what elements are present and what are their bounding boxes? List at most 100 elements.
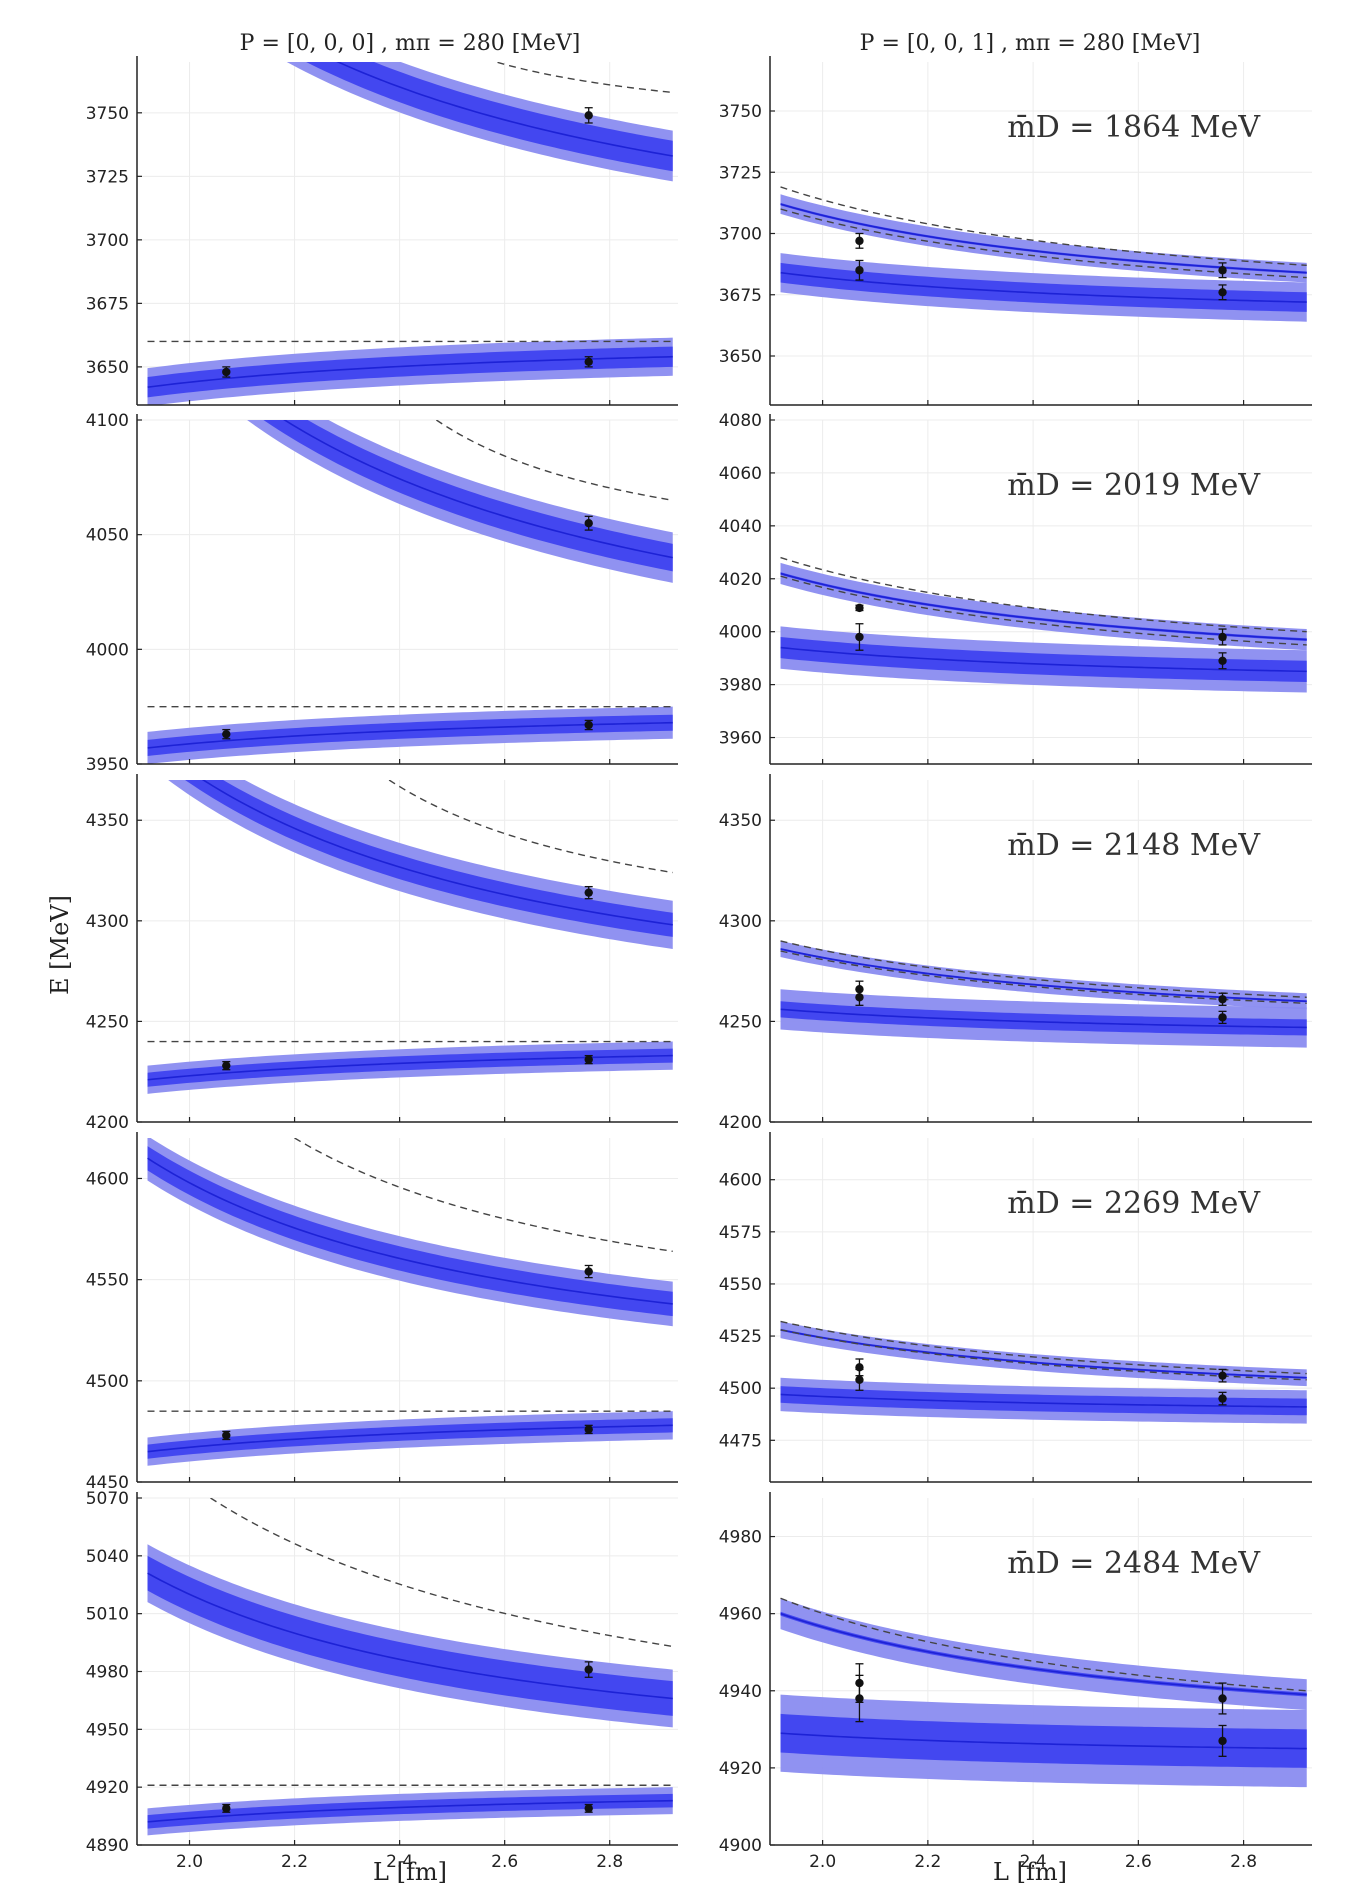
y-tick-label: 4040 [719, 517, 762, 537]
x-tick-label: 2.6 [491, 1852, 518, 1872]
panel-1: 3650 3675 3700 3725 3750 [86, 56, 678, 406]
data-point-4 [1218, 1724, 1227, 1757]
y-tick-label: 4300 [719, 912, 762, 932]
y-tick-label: 4475 [719, 1431, 762, 1451]
y-tick-label: 4100 [86, 411, 129, 431]
error-band-inner-1 [780, 1713, 1307, 1768]
fit-curve-1 [147, 1799, 673, 1823]
data-point-2 [584, 1803, 593, 1813]
y-tick-label: 4525 [719, 1327, 762, 1347]
y-tick-label: 4500 [86, 1372, 129, 1392]
fit-curve-2 [336, 62, 673, 157]
mass-annotation: m̄D = 2019 MeV [1007, 468, 1261, 503]
panel-2: 3650 3675 3700 3725 3750 m̄D = 1864 MeV [719, 56, 1312, 406]
plot-content [780, 940, 1307, 1048]
y-tick-label: 4940 [719, 1682, 762, 1702]
data-point-3 [584, 1264, 593, 1279]
y-tick-label: 4200 [719, 1113, 762, 1133]
y-tick-label: 3725 [719, 163, 762, 183]
y-tick-label: 4980 [719, 1528, 762, 1548]
data-point-3 [584, 1661, 593, 1678]
data-point-2 [584, 719, 593, 731]
plot-content [147, 1498, 673, 1836]
data-marker [584, 1425, 593, 1434]
data-point-3 [584, 885, 593, 900]
fit-curve-2 [780, 203, 1307, 274]
data-marker [855, 236, 864, 246]
plot-content [147, 1138, 673, 1466]
y-tick-label: 4950 [86, 1720, 129, 1740]
data-marker [1218, 288, 1227, 297]
y-tick-label: 3675 [86, 294, 129, 314]
data-marker [1218, 1371, 1227, 1380]
panel-grid: 3650 3675 3700 3725 3750 3650 3675 3700 3725 3750… [86, 56, 1312, 1872]
data-point-1 [222, 1803, 231, 1813]
y-tick-label: 4250 [86, 1012, 129, 1032]
fit-curve-1 [147, 355, 673, 389]
y-tick-label: 4060 [719, 464, 762, 484]
data-point-3 [1218, 1368, 1227, 1383]
noninteracting-level-2 [780, 950, 1307, 1005]
noninteracting-level-1 [780, 1320, 1307, 1375]
x-tick-label: 2.0 [809, 1852, 836, 1872]
data-point-3 [1218, 628, 1227, 646]
data-point-2 [584, 1054, 593, 1065]
panel-7: 4450 4500 4550 4600 [86, 1132, 678, 1493]
error-band-inner-1 [780, 1001, 1307, 1036]
y-tick-label: 3650 [86, 358, 129, 378]
y-tick-label: 4960 [719, 1605, 762, 1625]
data-point-3 [1218, 1682, 1227, 1715]
panel-8: 4475 4500 4525 4550 4575 4600 m̄D = 2269 MeV [719, 1132, 1312, 1483]
error-band-inner-2 [306, 62, 673, 172]
x-tick-label: 2.8 [1230, 1852, 1257, 1872]
error-band-inner-1 [147, 714, 673, 756]
data-point-2 [855, 1368, 864, 1391]
data-point-1 [222, 1430, 231, 1441]
data-marker [1218, 1394, 1227, 1403]
y-tick-label: 4000 [719, 623, 762, 643]
y-axis-label: E [MeV] [46, 895, 74, 995]
plot-content [780, 186, 1307, 322]
data-point-1 [222, 1060, 231, 1071]
data-point-2 [855, 1674, 864, 1723]
y-tick-label: 4920 [86, 1778, 129, 1798]
x-tick-label: 2.6 [1125, 1852, 1152, 1872]
x-axis-label-right: L [fm] [993, 1858, 1067, 1886]
y-tick-label: 4350 [719, 811, 762, 831]
x-tick-label: 2.8 [596, 1852, 623, 1872]
y-tick-label: 5070 [86, 1489, 129, 1509]
data-marker [855, 632, 864, 642]
data-point-4 [1218, 1010, 1227, 1025]
y-tick-label: 3700 [86, 231, 129, 251]
plot-content [147, 780, 673, 1094]
left-column-title: P = [0, 0, 0] , mπ = 280 [MeV] [240, 31, 581, 56]
data-point-4 [1218, 652, 1227, 670]
data-point-4 [1218, 284, 1227, 301]
x-tick-label: 2.4 [1020, 1852, 1047, 1872]
y-tick-label: 4200 [86, 1113, 129, 1133]
data-point-1 [855, 232, 864, 249]
panel-9: 4890 4920 4950 4980 5010 5040 5070 2.0 2.2 2.4 2.6… [86, 1489, 678, 1872]
error-band-inner-2 [147, 1146, 673, 1317]
data-point-3 [1218, 262, 1227, 279]
x-axis-label-left: L [fm] [373, 1858, 447, 1886]
noninteracting-level-1 [780, 556, 1307, 633]
error-band-outer-2 [780, 562, 1307, 651]
y-tick-label: 3725 [86, 167, 129, 187]
mass-annotation: m̄D = 2484 MeV [1007, 1546, 1261, 1581]
panel-10: 4900 4920 4940 4960 4980 2.0 2.2 2.4 2.6 2.8 m̄D =… [719, 1492, 1312, 1872]
mass-annotation: m̄D = 2269 MeV [1007, 1186, 1261, 1221]
y-tick-label: 4900 [719, 1836, 762, 1856]
y-tick-label: 4250 [719, 1012, 762, 1032]
y-tick-label: 4350 [86, 811, 129, 831]
data-marker [855, 1694, 864, 1703]
y-tick-label: 4300 [86, 912, 129, 932]
data-marker [584, 111, 593, 120]
data-marker [222, 1804, 231, 1813]
y-tick-label: 5040 [86, 1547, 129, 1567]
error-band-outer-2 [780, 1598, 1307, 1711]
data-point-2 [855, 988, 864, 1006]
error-band-inner-1 [780, 1386, 1307, 1416]
x-tick-label: 2.2 [914, 1852, 941, 1872]
data-point-2 [855, 259, 864, 281]
